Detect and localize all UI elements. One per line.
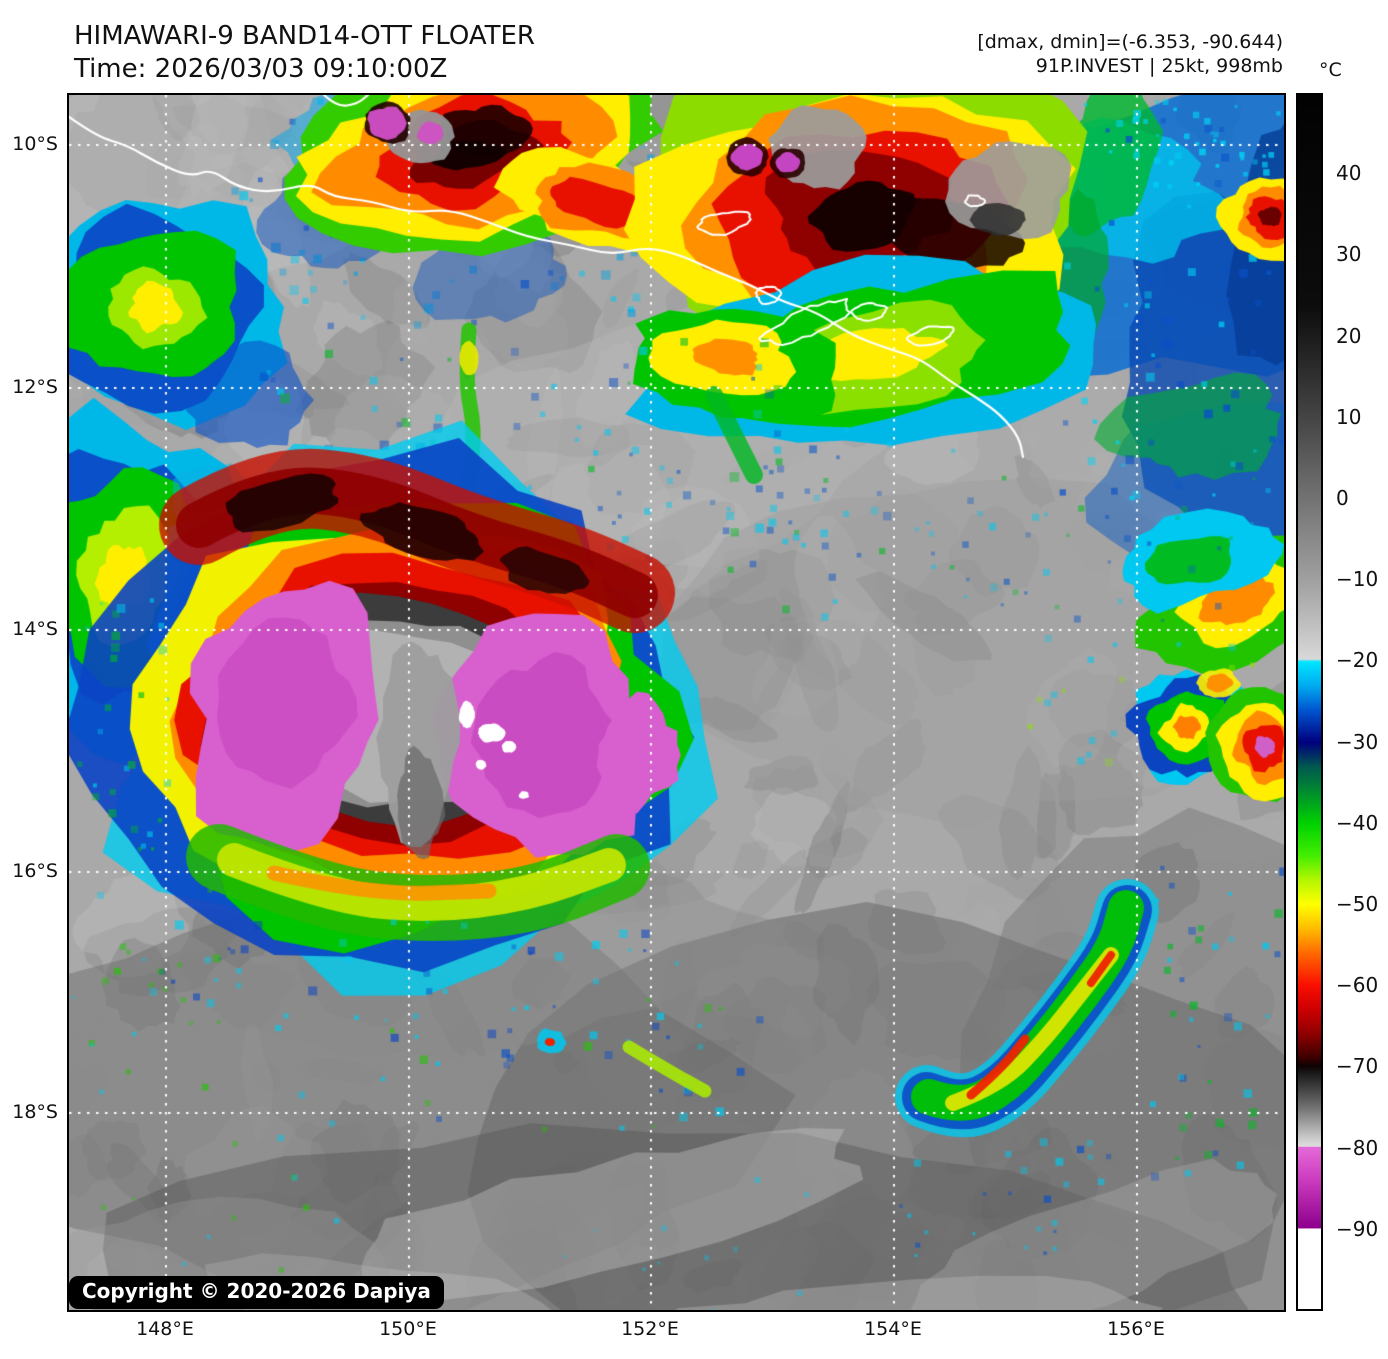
x-axis-tick-label: 154°E (864, 1318, 922, 1340)
satellite-image-canvas (67, 93, 1286, 1312)
y-axis-tick-label: 18°S (12, 1101, 58, 1124)
colorbar-tick-label: 10 (1336, 404, 1362, 429)
colorbar-tick-label: −90 (1336, 1216, 1379, 1241)
temperature-colorbar (1296, 93, 1323, 1311)
colorbar-tick-label: 20 (1336, 323, 1362, 348)
time-label: Time: 2026/03/03 09:10:00Z (74, 54, 448, 84)
colorbar-tick-label: −40 (1336, 810, 1379, 835)
colorbar-tick-label: 30 (1336, 242, 1362, 267)
y-axis-tick-label: 14°S (12, 617, 58, 640)
colorbar-tick-label: −30 (1336, 729, 1379, 754)
copyright-badge: Copyright © 2020-2026 Dapiya (69, 1276, 444, 1309)
colorbar-tick-label: −50 (1336, 892, 1379, 916)
colorbar-tick-label: −60 (1336, 973, 1379, 998)
colorbar-tick-label: 0 (1336, 486, 1349, 510)
colorbar-tick-label: −10 (1336, 567, 1379, 592)
page-title: HIMAWARI-9 BAND14-OTT FLOATER (74, 21, 535, 51)
x-axis-tick-label: 156°E (1107, 1318, 1165, 1340)
title-block: HIMAWARI-9 BAND14-OTT FLOATER Time: 2026… (74, 20, 535, 86)
y-axis-tick-label: 16°S (12, 859, 58, 882)
colorbar-unit-label: °C (1319, 59, 1342, 81)
colorbar-tick-label: −70 (1336, 1054, 1379, 1079)
colorbar-tick-label: −80 (1336, 1135, 1379, 1160)
storm-info-label: 91P.INVEST | 25kt, 998mb (1035, 55, 1283, 77)
x-axis-tick-label: 152°E (621, 1318, 679, 1340)
y-axis-tick-label: 12°S (12, 376, 58, 399)
dmax-dmin-label: [dmax, dmin]=(-6.353, -90.644) (977, 31, 1283, 53)
x-axis-tick-label: 148°E (136, 1318, 194, 1340)
annotation-block: [dmax, dmin]=(-6.353, -90.644) 91P.INVES… (977, 30, 1283, 78)
x-axis-tick-label: 150°E (379, 1318, 437, 1340)
y-axis-tick-label: 10°S (12, 133, 58, 156)
colorbar-tick-label: 40 (1336, 161, 1362, 186)
colorbar-tick-label: −20 (1336, 648, 1379, 673)
